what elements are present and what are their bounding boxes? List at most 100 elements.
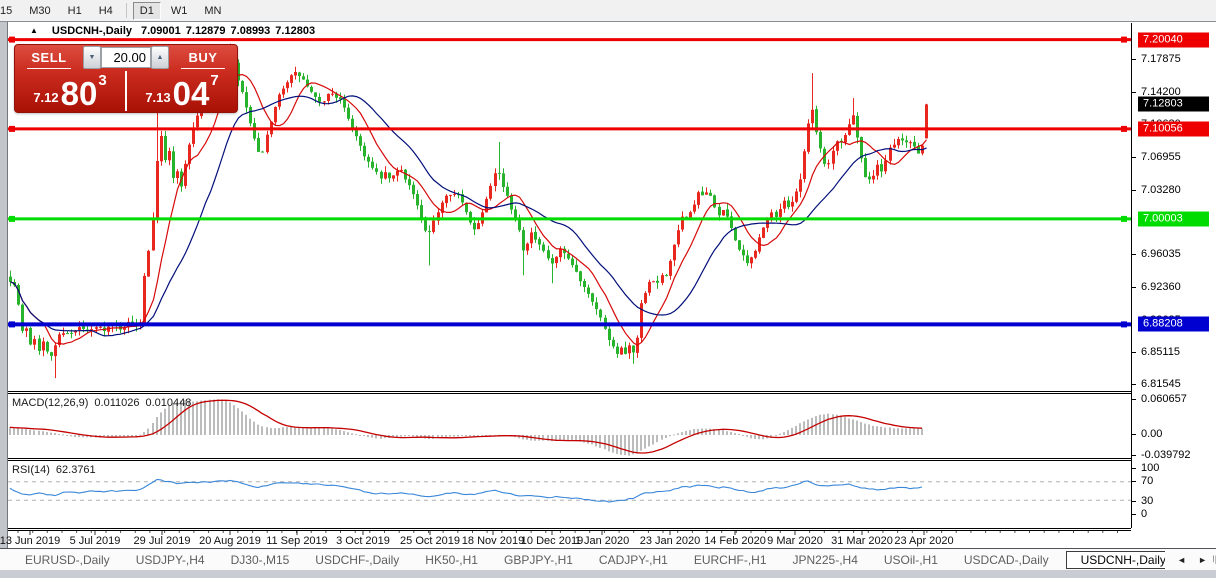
symbol-tab-eurchf-h1[interactable]: EURCHF-,H1 [693,552,767,567]
sell-button[interactable]: SELL [15,50,83,69]
macd-label: MACD(12,26,9) 0.011026 0.010448 [12,397,197,409]
buy-price-big: 04 [172,75,210,112]
symbol-tab-bar: EURUSD-,Daily USDJPY-,H4 DJ30-,M15 USDCHF-,… [0,549,1216,570]
rsi-label: RSI(14) 62.3761 [12,464,102,476]
date-axis-label: 31 Mar 2020 [831,535,893,547]
symbol-tab-dj30-m15[interactable]: DJ30-,M15 [230,552,290,567]
macd-axis-label: 0.060657 [1141,393,1187,405]
axis-tick [1132,481,1136,482]
chart-symbol-label: USDCNH-,Daily [51,25,132,37]
macd-panel[interactable]: MACD(12,26,9) 0.011026 0.010448 [8,394,1131,458]
symbol-tab-hk50-h1[interactable]: HK50-,H1 [425,552,478,567]
volume-decrease-button[interactable]: ▼ [83,46,101,69]
price-chart-canvas[interactable]: ▲ USDCNH-,Daily 7.09001 7.12879 7.08993 7.128… [8,23,1131,391]
buy-price-button[interactable]: 7.13 04 7 [127,71,237,111]
ohlc-close: 7.12803 [275,25,316,37]
price-axis-label: 6.92360 [1141,281,1181,294]
candlestick-chart[interactable] [8,23,1131,391]
axis-tick [1132,189,1136,191]
buy-button[interactable]: BUY [169,50,237,69]
level-price-badge: 6.88208 [1138,316,1209,332]
macd-axis-label: 0.00 [1141,428,1163,440]
date-axis-label: 3 Oct 2019 [336,535,390,547]
sell-price-button[interactable]: 7.12 80 3 [15,71,127,111]
timeframe-button-m30[interactable]: M30 [29,4,51,17]
price-axis[interactable]: 7.17875 7.14200 7.06955 7.03280 6.96035 6.923… [1131,23,1216,528]
panel-separator[interactable] [8,458,1131,461]
sell-price-big: 80 [60,75,98,112]
symbol-tab-usdchf-daily[interactable]: USDCHF-,Daily [315,552,400,567]
timeframe-button-h1[interactable]: H1 [67,4,82,17]
axis-tick [1132,455,1136,456]
buy-price-sup: 7 [210,72,219,89]
volume-input[interactable]: 20.00 [101,47,151,68]
symbol-tab-usoil-h1[interactable]: USOil-,H1 [883,552,938,567]
date-axis-ticks [17,531,1118,535]
date-axis-label: 29 Jul 2019 [133,535,191,547]
symbol-tab-jpn225-h4[interactable]: JPN225-,H4 [792,552,858,567]
price-axis-label: 7.17875 [1141,53,1181,65]
date-axis-label: 5 Jul 2019 [69,535,121,547]
symbol-tab-usdjpy-h4[interactable]: USDJPY-,H4 [135,552,205,567]
rsi-canvas[interactable] [8,461,1131,528]
price-axis-label: 7.06955 [1141,150,1181,163]
date-axis-label: 23 Jan 2020 [639,535,701,547]
macd-axis-label: -0.039792 [1141,449,1191,461]
toolbar-separator [125,3,127,18]
macd-canvas[interactable] [8,394,1131,458]
ohlc-low: 7.08993 [230,25,271,37]
rsi-name: RSI(14) [12,464,50,476]
axis-tick [1132,59,1136,60]
chevron-down-icon: ▼ [88,54,96,61]
macd-value-main: 0.011026 [94,397,140,409]
rsi-panel[interactable]: RSI(14) 62.3761 [8,461,1131,528]
axis-tick [1132,352,1136,354]
tab-scroll-left-icon[interactable]: ◄ [1177,554,1187,565]
ohlc-high: 7.12879 [185,25,226,37]
axis-tick [1132,501,1136,502]
macd-name: MACD(12,26,9) [12,397,89,409]
rsi-axis-label: 70 [1141,475,1154,487]
rsi-axis-label: 30 [1141,495,1154,507]
axis-tick [1132,287,1136,289]
panel-separator[interactable] [8,391,1131,394]
date-axis[interactable]: 13 Jun 2019 5 Jul 2019 29 Jul 2019 20 Aug 2… [0,531,1131,549]
date-axis-label: 23 Apr 2020 [894,535,954,547]
symbol-tab-gbpjpy-h1[interactable]: GBPJPY-,H1 [503,552,573,567]
symbol-tab-eurusd-daily[interactable]: EURUSD-,Daily [25,552,110,567]
timeframe-button-15[interactable]: 15 [0,4,13,17]
level-price-badge: 7.10056 [1138,121,1209,137]
date-axis-label: 13 Jun 2019 [0,535,61,547]
symbol-tab-cadjpy-h1[interactable]: CADJPY-,H1 [598,552,668,567]
date-axis-label: 18 Nov 2019 [461,535,525,547]
axis-tick [1132,399,1136,400]
timeframe-button-mn[interactable]: MN [204,4,222,17]
level-price-badge: 7.20040 [1138,32,1209,48]
timeframe-button-d1[interactable]: D1 [132,1,161,20]
symbol-tab-usdcnh-daily[interactable]: USDCNH-,Daily [1065,550,1181,569]
macd-value-signal: 0.010448 [145,397,192,409]
axis-tick [1132,91,1136,93]
timeframe-button-w1[interactable]: W1 [170,4,188,17]
price-axis-label: 7.03280 [1141,183,1181,196]
chart-window-bottom-border [0,548,1216,549]
chart-title: ▲ USDCNH-,Daily 7.09001 7.12879 7.08993 7.128… [30,25,320,39]
rsi-value: 62.3761 [55,464,96,476]
date-axis-label: 10 Dec 2019 [520,535,584,547]
price-axis-label: 6.85115 [1141,346,1180,359]
volume-stepper: ▼ 20.00 ▲ [83,46,169,69]
price-axis-label: 7.14200 [1141,85,1181,98]
volume-increase-button[interactable]: ▲ [151,46,169,69]
date-axis-label: 25 Oct 2019 [400,535,460,547]
timeframe-button-h4[interactable]: H4 [98,4,113,17]
price-axis-label: 6.81545 [1141,377,1181,390]
price-axis-label: 6.96035 [1141,248,1181,261]
date-axis-label: 1 Jan 2020 [574,535,630,547]
axis-tick [1132,254,1136,256]
buy-price-small: 7.13 [145,90,171,105]
tab-scroll-right-icon[interactable]: ► [1198,554,1207,565]
symbol-tab-usdcad-daily[interactable]: USDCAD-,Daily [963,552,1049,567]
sell-price-sup: 3 [98,72,107,89]
timeframe-toolbar: 15 M30 H1 H4 D1 W1 MN [0,0,1216,22]
